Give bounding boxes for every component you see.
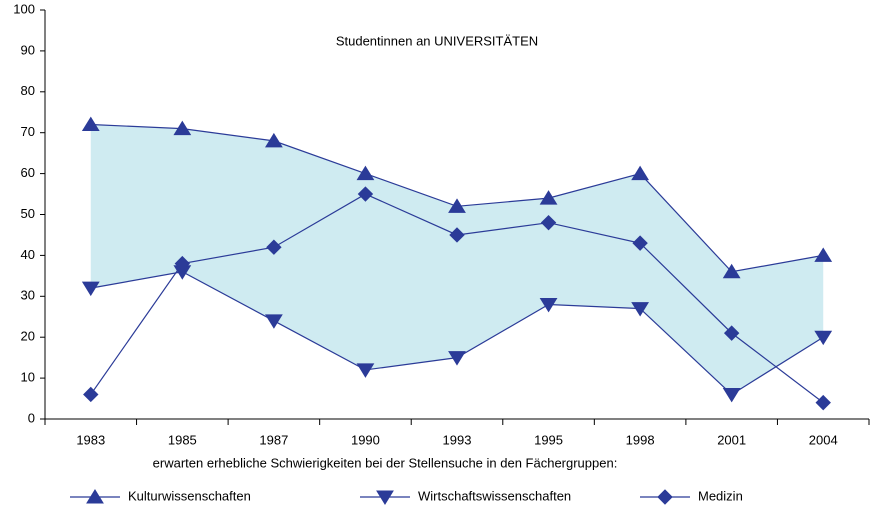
y-tick-label: 100 bbox=[13, 1, 35, 16]
legend-label: Kulturwissenschaften bbox=[128, 488, 251, 503]
point bbox=[631, 165, 650, 181]
point bbox=[356, 165, 375, 181]
y-tick-label: 20 bbox=[21, 329, 35, 344]
point bbox=[264, 132, 283, 148]
point bbox=[814, 330, 833, 346]
legend-label: Wirtschaftswissenschaften bbox=[418, 488, 571, 503]
point bbox=[722, 263, 741, 279]
point bbox=[356, 363, 375, 378]
x-tick-label: 1993 bbox=[443, 432, 472, 447]
x-tick-label: 1983 bbox=[76, 432, 105, 447]
y-tick-label: 80 bbox=[21, 83, 35, 98]
x-tick-label: 1990 bbox=[351, 432, 380, 447]
legend-marker bbox=[86, 489, 104, 504]
y-tick-label: 90 bbox=[21, 42, 35, 57]
point bbox=[81, 281, 100, 297]
y-tick-label: 30 bbox=[21, 288, 35, 303]
point bbox=[449, 227, 465, 243]
point bbox=[815, 394, 831, 411]
y-tick-label: 0 bbox=[28, 410, 35, 425]
x-tick-label: 2001 bbox=[717, 432, 746, 447]
x-axis-label: erwarten erhebliche Schwierigkeiten bei … bbox=[153, 455, 618, 470]
point bbox=[723, 325, 740, 341]
y-tick-label: 40 bbox=[21, 247, 35, 262]
legend-marker bbox=[657, 489, 673, 505]
legend-marker bbox=[376, 490, 394, 505]
x-tick-label: 1998 bbox=[626, 432, 655, 447]
y-tick-label: 10 bbox=[21, 370, 35, 385]
point bbox=[722, 387, 741, 403]
point bbox=[631, 302, 650, 317]
point bbox=[266, 239, 282, 255]
y-tick-label: 70 bbox=[21, 124, 35, 139]
x-tick-label: 1985 bbox=[168, 432, 197, 447]
point bbox=[632, 235, 648, 251]
legend-label: Medizin bbox=[698, 488, 743, 503]
point bbox=[539, 297, 558, 313]
chart-title: Studentinnen an UNIVERSITÄTEN bbox=[336, 33, 538, 48]
point bbox=[81, 116, 100, 132]
x-tick-label: 2004 bbox=[809, 432, 838, 447]
point bbox=[814, 247, 833, 262]
point bbox=[448, 351, 466, 366]
point bbox=[540, 214, 557, 231]
y-tick-label: 60 bbox=[21, 165, 35, 180]
point bbox=[357, 186, 374, 202]
point bbox=[448, 198, 466, 213]
point bbox=[264, 314, 283, 329]
x-tick-label: 1987 bbox=[259, 432, 288, 447]
point bbox=[173, 120, 192, 136]
y-tick-label: 50 bbox=[21, 206, 35, 221]
point bbox=[83, 386, 99, 403]
x-tick-label: 1995 bbox=[534, 432, 563, 447]
area-fill bbox=[90, 124, 824, 395]
point bbox=[539, 190, 558, 205]
point bbox=[174, 255, 191, 272]
